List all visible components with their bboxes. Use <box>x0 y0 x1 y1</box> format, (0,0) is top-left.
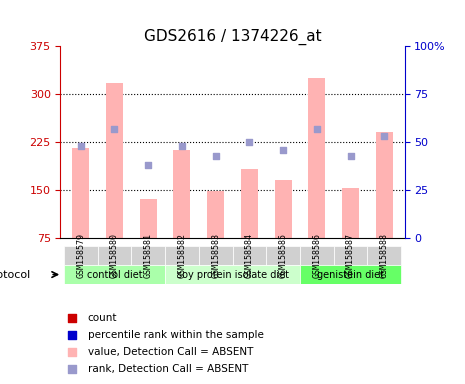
FancyBboxPatch shape <box>98 246 131 265</box>
Text: protocol: protocol <box>0 270 30 280</box>
Text: GSM158580: GSM158580 <box>110 233 119 278</box>
Point <box>68 349 76 355</box>
Text: percentile rank within the sample: percentile rank within the sample <box>88 330 264 340</box>
FancyBboxPatch shape <box>334 246 367 265</box>
Text: soy protein isolate diet: soy protein isolate diet <box>177 270 288 280</box>
Text: count: count <box>88 313 117 323</box>
Text: GSM158586: GSM158586 <box>312 233 321 278</box>
Point <box>380 133 388 139</box>
Text: GSM158585: GSM158585 <box>279 233 288 278</box>
Point <box>246 139 253 145</box>
Text: GSM158588: GSM158588 <box>380 233 389 278</box>
FancyBboxPatch shape <box>131 246 165 265</box>
Bar <box>342 188 359 238</box>
Title: GDS2616 / 1374226_at: GDS2616 / 1374226_at <box>144 28 321 45</box>
Text: genistein diet: genistein diet <box>317 270 384 280</box>
Bar <box>308 78 326 238</box>
Bar <box>376 132 393 238</box>
Text: value, Detection Call = ABSENT: value, Detection Call = ABSENT <box>88 347 253 357</box>
Text: control diet: control diet <box>86 270 142 280</box>
FancyBboxPatch shape <box>367 246 401 265</box>
Bar <box>241 169 258 238</box>
Point <box>145 162 152 168</box>
FancyBboxPatch shape <box>64 246 98 265</box>
FancyBboxPatch shape <box>165 246 199 265</box>
Text: GSM158582: GSM158582 <box>177 233 186 278</box>
FancyBboxPatch shape <box>232 246 266 265</box>
Bar <box>207 191 224 238</box>
Text: GSM158579: GSM158579 <box>76 233 85 278</box>
Point <box>313 126 320 132</box>
FancyBboxPatch shape <box>64 265 165 284</box>
FancyBboxPatch shape <box>300 265 401 284</box>
Point <box>347 152 354 159</box>
FancyBboxPatch shape <box>266 246 300 265</box>
Text: GSM158587: GSM158587 <box>346 233 355 278</box>
Point <box>68 332 76 338</box>
Text: GSM158584: GSM158584 <box>245 233 254 278</box>
Bar <box>72 149 89 238</box>
Point <box>212 152 219 159</box>
Bar <box>173 150 190 238</box>
Bar <box>140 199 157 238</box>
FancyBboxPatch shape <box>300 246 334 265</box>
FancyBboxPatch shape <box>165 265 300 284</box>
Point <box>178 143 186 149</box>
Bar <box>275 180 292 238</box>
FancyBboxPatch shape <box>199 246 232 265</box>
Point <box>68 366 76 372</box>
Bar <box>106 83 123 238</box>
Point <box>279 147 287 153</box>
Text: rank, Detection Call = ABSENT: rank, Detection Call = ABSENT <box>88 364 248 374</box>
Text: GSM158581: GSM158581 <box>144 233 153 278</box>
Point <box>77 143 85 149</box>
Point <box>111 126 118 132</box>
Text: GSM158583: GSM158583 <box>211 233 220 278</box>
Point <box>68 314 76 321</box>
